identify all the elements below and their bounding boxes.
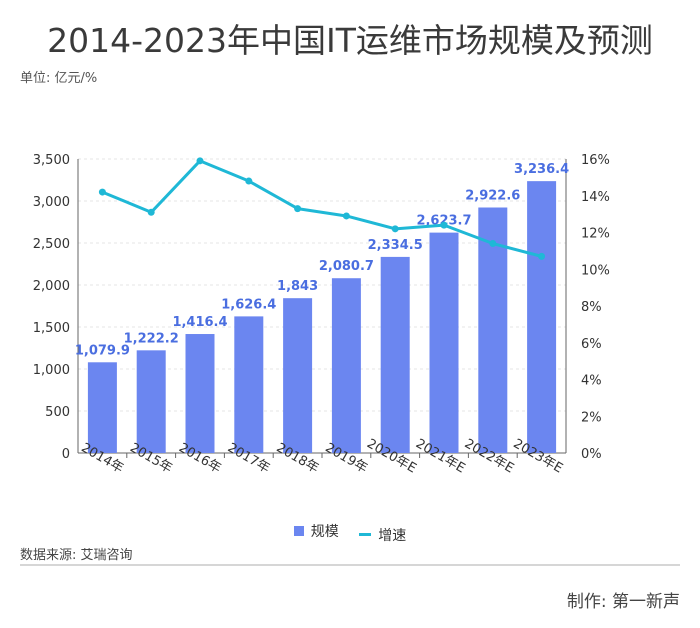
y-left-tick-label: 500 [45,405,70,420]
y-right-tick-label: 12% [581,227,610,242]
credit-label: 制作: 第一新声 [566,592,680,612]
growth-point [391,225,399,233]
y-left-tick-label: 3,000 [33,195,70,210]
unit-label: 单位: 亿元/% [20,71,98,86]
y-right-tick-label: 0% [581,447,602,462]
growth-point [440,221,448,229]
growth-point [98,188,106,196]
bar-value-label: 2,922.6 [465,189,520,204]
bar [185,334,215,453]
bar-value-label: 3,236.4 [514,162,569,177]
growth-point [489,240,497,248]
y-left-tick-label: 3,500 [33,153,70,168]
growth-point [538,252,546,260]
y-left-tick-label: 1,500 [33,321,70,336]
legend-swatch-bar [293,526,304,536]
chart-title: 2014-2023年中国IT运维市场规模及预测 [47,21,653,60]
bar-value-label: 1,222.2 [124,331,179,346]
y-right-tick-label: 8% [581,300,602,315]
legend-swatch-line [359,533,372,536]
legend-label-bar: 规模 [310,524,339,540]
growth-point [245,177,253,185]
y-left-tick-label: 2,500 [33,237,70,252]
legend-label-line: 增速 [378,527,407,544]
y-right-tick-label: 16% [581,153,610,168]
y-right-tick-label: 6% [581,337,602,352]
data-source: 数据来源: 艾瑞咨询 [20,548,133,563]
growth-point [147,208,155,216]
legend-item-bar: 规模 [293,521,339,541]
bar [136,350,166,453]
bar [87,362,117,453]
bar-value-label: 1,843 [277,279,318,294]
bar [283,298,313,453]
growth-point [196,157,204,165]
chart-legend: 规模 增速 [0,521,700,545]
bar [380,256,410,453]
bar [331,278,361,453]
growth-point [294,205,302,213]
bar-value-label: 1,626.4 [221,297,276,312]
y-right-tick-label: 10% [581,263,610,278]
bar [478,207,508,453]
y-right-tick-label: 4% [581,374,602,389]
growth-line [101,159,542,258]
footer-divider [20,564,680,566]
bar [527,181,557,453]
bar-value-label: 1,079.9 [75,343,130,358]
bar-value-label: 2,334.5 [368,238,423,253]
bar-value-label: 1,416.4 [172,315,227,330]
y-right-tick-label: 14% [581,190,610,205]
y-left-tick-label: 1,000 [33,363,70,378]
bar-value-label: 2,080.7 [319,259,374,274]
bar [429,232,459,453]
y-left-tick-label: 0 [62,447,70,462]
bar [234,316,264,453]
y-left-tick-label: 2,000 [33,279,70,294]
y-right-tick-label: 2% [581,410,602,425]
growth-point [342,212,350,220]
legend-item-line: 增速 [359,525,406,545]
